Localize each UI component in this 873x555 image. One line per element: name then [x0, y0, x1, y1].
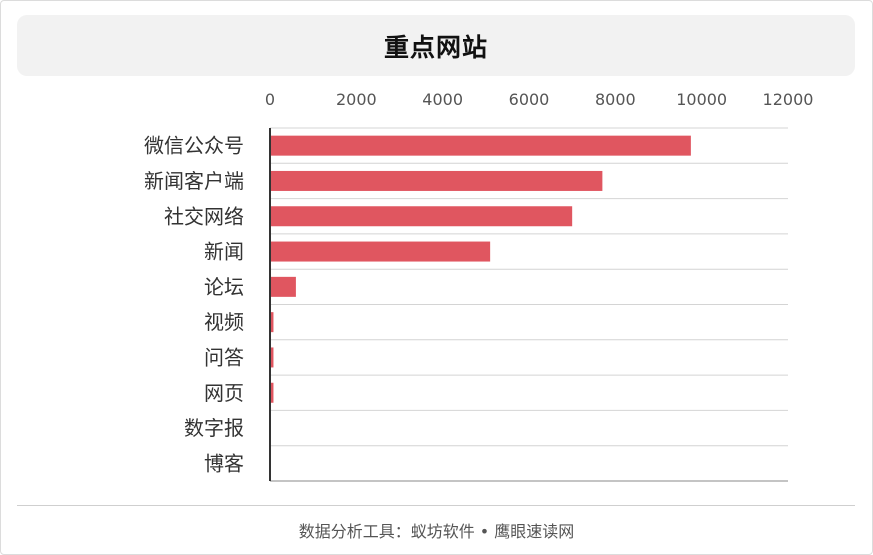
gridlines	[270, 127, 788, 482]
bars	[270, 135, 691, 403]
category-label: 数字报	[184, 416, 244, 440]
footer-credit: 数据分析工具：蚁坊软件 • 鹰眼速读网	[298, 522, 575, 541]
bar	[270, 382, 274, 403]
bar	[270, 135, 691, 156]
category-label: 新闻客户端	[144, 169, 244, 193]
bar	[270, 347, 274, 368]
bar	[270, 312, 274, 333]
x-tick-label: 12000	[763, 90, 814, 109]
category-label: 网页	[204, 381, 244, 405]
x-tick-label: 8000	[595, 90, 636, 109]
bar	[270, 206, 573, 227]
x-tick-label: 0	[265, 90, 275, 109]
x-tick-label: 2000	[336, 90, 377, 109]
bar	[270, 241, 491, 262]
bar	[270, 170, 603, 191]
x-axis-ticks: 0 2000 4000 6000 8000 10000 12000	[265, 90, 814, 109]
footer-divider	[17, 505, 855, 506]
chart-title: 重点网站	[383, 32, 488, 62]
category-label: 视频	[204, 310, 244, 334]
x-tick-label: 4000	[422, 90, 463, 109]
category-label: 博客	[204, 451, 244, 475]
category-label: 问答	[204, 345, 244, 369]
category-label: 论坛	[204, 275, 244, 299]
category-label: 微信公众号	[144, 134, 244, 158]
x-tick-label: 6000	[509, 90, 550, 109]
title-bar: 重点网站	[17, 15, 855, 76]
x-tick-label: 10000	[676, 90, 727, 109]
category-label: 社交网络	[164, 204, 244, 228]
bar	[270, 276, 296, 297]
category-label: 新闻	[204, 240, 244, 264]
